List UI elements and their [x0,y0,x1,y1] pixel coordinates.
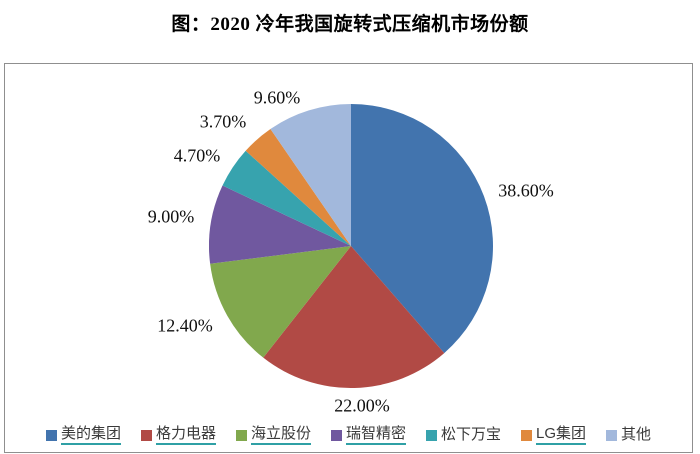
pie-slice-瑞智精密 [209,185,351,264]
slice-value-label: 9.60% [253,87,301,108]
legend-label: 其他 [621,426,652,443]
legend-swatch [140,429,152,441]
pie-slice-美的集团 [351,104,493,354]
legend-label: 松下万宝 [441,426,502,443]
pie-slice-海立股份 [210,246,351,358]
legend-swatch [330,429,342,441]
legend-swatch [426,429,437,441]
slice-value-label: 38.60% [498,180,554,201]
pie-slice-松下万宝 [222,150,351,246]
slice-value-label: 12.40% [157,315,213,336]
legend-item-格力电器: 格力电器 [140,425,216,445]
legend-swatch [235,429,247,441]
legend-label[interactable]: 美的集团 [60,425,121,445]
slice-value-label: 22.00% [334,395,390,416]
legend-swatch [606,429,618,441]
legend-item-LG集团: LG集团 [521,425,587,445]
legend-label[interactable]: 瑞智精密 [345,425,406,445]
legend-label[interactable]: LG集团 [536,425,587,445]
legend-label[interactable]: 海立股份 [250,425,311,445]
legend-item-其他: 其他 [606,426,651,444]
legend-item-瑞智精密: 瑞智精密 [330,425,406,445]
page-title: 图：2020 冷年我国旋转式压缩机市场份额 [171,14,529,35]
pie-slice-格力电器 [263,246,445,388]
legend-item-海立股份: 海立股份 [235,425,311,445]
slice-value-label: 9.00% [147,206,195,227]
legend-swatch [45,429,57,441]
slice-value-label: 4.70% [173,145,221,166]
chart-container: 38.60% 22.00% 12.40% 9.00% 4.70% 3.70% 9.60% 美… [4,63,693,453]
legend-item-松下万宝: 松下万宝 [426,426,501,444]
legend-swatch [521,429,533,441]
pie-slice-其他 [270,104,351,246]
chart-legend: 美的集团 格力电器 海立股份 瑞智精密 松下万宝 LG集团 其他 [5,425,692,445]
pie-slice-LG集团 [245,129,351,246]
slice-value-label: 3.70% [199,111,247,132]
legend-label[interactable]: 格力电器 [155,425,216,445]
pie-chart [209,104,493,388]
legend-item-美的集团: 美的集团 [45,425,121,445]
